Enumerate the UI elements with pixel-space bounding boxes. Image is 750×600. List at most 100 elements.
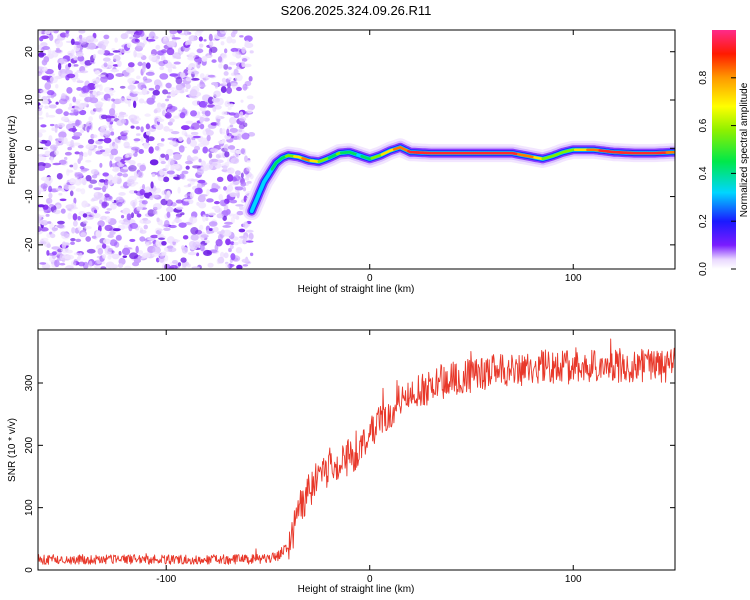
noise-blob xyxy=(141,87,148,96)
noise-blob xyxy=(182,235,189,240)
noise-blob xyxy=(80,129,85,133)
noise-blob xyxy=(136,42,145,49)
noise-blob xyxy=(55,101,59,105)
noise-blob xyxy=(97,49,105,55)
noise-blob xyxy=(107,60,114,69)
noise-blob xyxy=(196,168,204,176)
noise-blob xyxy=(98,41,105,45)
noise-blob xyxy=(92,134,98,139)
noise-blob xyxy=(202,146,209,154)
noise-blob xyxy=(173,218,182,223)
y-tick-label: 100 xyxy=(24,499,35,516)
noise-blob xyxy=(145,71,155,76)
noise-blob xyxy=(217,56,223,63)
noise-blob xyxy=(103,86,112,93)
noise-blob xyxy=(108,253,118,258)
noise-blob xyxy=(82,152,88,158)
noise-blob xyxy=(155,239,160,247)
noise-blob xyxy=(100,261,106,265)
noise-blob xyxy=(206,55,212,59)
noise-blob xyxy=(234,186,244,191)
noise-blob xyxy=(127,62,135,68)
noise-blob xyxy=(82,220,88,224)
noise-blob xyxy=(173,176,180,180)
noise-blob xyxy=(81,85,90,93)
noise-blob xyxy=(66,86,73,94)
noise-blob xyxy=(215,239,223,247)
noise-blob xyxy=(199,224,204,231)
noise-blob xyxy=(204,239,210,244)
noise-blob xyxy=(145,62,151,69)
noise-blob xyxy=(134,30,143,36)
noise-blob xyxy=(167,121,173,126)
noise-blob xyxy=(75,238,82,243)
noise-blob xyxy=(226,36,233,44)
noise-blob xyxy=(133,50,137,58)
noise-blob xyxy=(206,134,211,142)
x-tick-label: 0 xyxy=(367,273,373,284)
noise-blob xyxy=(166,95,171,99)
noise-blob xyxy=(181,170,189,175)
noise-blob xyxy=(230,253,236,261)
noise-blob xyxy=(148,33,154,38)
noise-blob xyxy=(68,128,78,132)
noise-blob xyxy=(82,213,88,218)
noise-blob xyxy=(170,89,176,98)
noise-blob xyxy=(102,172,109,177)
noise-blob xyxy=(58,98,68,105)
x-tick-label: 100 xyxy=(565,574,582,585)
noise-blob xyxy=(61,241,67,249)
noise-blob xyxy=(54,259,60,268)
noise-blob xyxy=(196,252,200,257)
noise-blob xyxy=(84,226,92,230)
noise-blob xyxy=(154,227,162,235)
snr-ylabel: SNR (10 * v/v) xyxy=(7,418,18,482)
noise-blob xyxy=(122,166,130,170)
noise-blob xyxy=(155,44,161,50)
noise-blob xyxy=(117,60,122,68)
noise-blob xyxy=(46,89,55,96)
noise-blob xyxy=(58,131,67,139)
noise-blob xyxy=(110,69,120,73)
noise-blob xyxy=(77,55,85,62)
noise-blob xyxy=(81,200,89,208)
noise-blob xyxy=(189,126,195,130)
noise-blob xyxy=(70,139,74,146)
noise-blob xyxy=(188,240,197,248)
noise-blob xyxy=(222,225,232,228)
noise-blob xyxy=(56,172,63,180)
noise-blob xyxy=(109,153,114,160)
noise-blob xyxy=(239,35,244,38)
noise-blob xyxy=(98,74,106,77)
noise-blob xyxy=(48,185,53,193)
noise-blob xyxy=(112,176,118,185)
noise-blob xyxy=(208,152,213,159)
noise-blob xyxy=(124,31,129,39)
y-tick-label: 0 xyxy=(24,145,35,151)
noise-blob xyxy=(229,127,238,133)
noise-blob xyxy=(148,146,154,154)
noise-blob xyxy=(184,88,189,93)
noise-blob xyxy=(243,221,249,229)
noise-blob xyxy=(118,97,126,103)
noise-blob xyxy=(132,91,139,94)
noise-blob xyxy=(73,64,79,67)
noise-blob xyxy=(142,219,152,225)
noise-blob xyxy=(154,84,161,91)
noise-blob xyxy=(171,163,180,170)
noise-blob xyxy=(38,129,47,133)
noise-blob xyxy=(220,229,225,235)
noise-blob xyxy=(41,263,51,269)
noise-blob xyxy=(100,75,108,83)
noise-blob xyxy=(59,32,67,38)
noise-blob xyxy=(130,125,135,129)
noise-blob xyxy=(154,107,162,113)
noise-blob xyxy=(70,109,79,113)
noise-blob xyxy=(186,137,191,145)
noise-blob xyxy=(39,241,47,245)
noise-blob xyxy=(187,183,192,187)
noise-blob xyxy=(69,52,73,59)
noise-blob xyxy=(229,241,235,246)
noise-blob xyxy=(104,224,113,232)
